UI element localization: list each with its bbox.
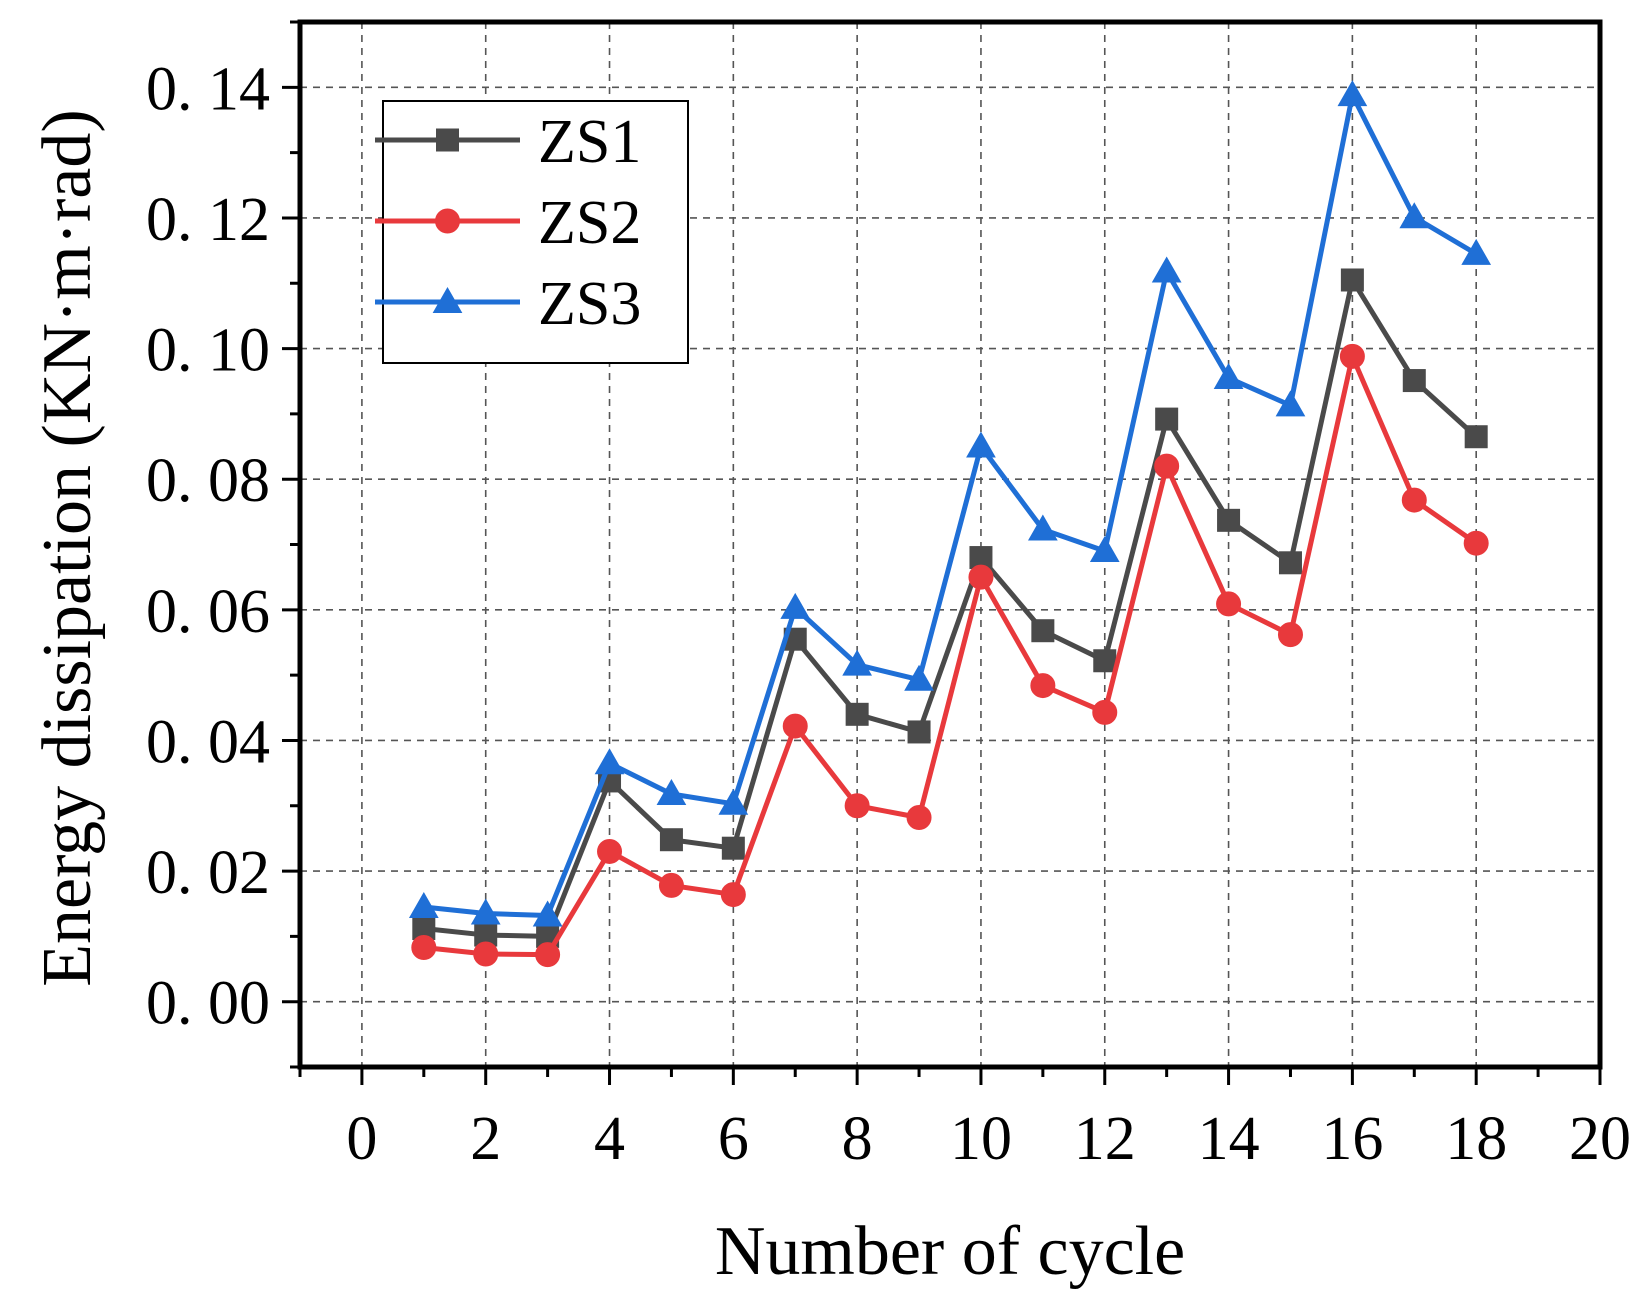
y-tick-label: 0. 02: [146, 839, 270, 907]
x-tick-label: 10: [950, 1105, 1012, 1173]
data-point-zs1: [1155, 407, 1179, 431]
data-point-zs2: [1339, 343, 1365, 369]
series-zs2: [411, 343, 1489, 968]
series-layer: [408, 80, 1492, 968]
data-point-zs1: [1464, 425, 1488, 449]
data-point-zs2: [968, 564, 994, 590]
data-point-zs3: [718, 788, 749, 815]
data-point-zs3: [842, 649, 873, 676]
data-point-zs1: [845, 702, 869, 726]
series-line-zs2: [423, 353, 1478, 958]
data-point-zs1: [1340, 268, 1364, 292]
data-point-zs2: [720, 882, 746, 908]
data-point-zs2: [597, 838, 623, 864]
x-tick-label: 12: [1074, 1105, 1136, 1173]
series-zs1: [412, 268, 1488, 948]
data-point-zs2: [473, 941, 499, 967]
data-point-zs2: [1401, 487, 1427, 513]
legend-label-zs3: ZS3: [538, 270, 641, 338]
y-axis-title: Energy dissipation (KN·m·rad): [29, 109, 106, 986]
x-tick-label: 14: [1198, 1105, 1260, 1173]
data-point-zs3: [1213, 362, 1244, 389]
data-point-zs3: [780, 592, 811, 619]
data-point-zs2: [844, 793, 870, 819]
legend-marker-zs2: [435, 208, 460, 234]
data-point-zs2: [535, 942, 561, 968]
data-point-zs3: [532, 900, 563, 927]
data-point-zs2: [658, 872, 684, 898]
data-point-zs2: [1092, 699, 1118, 725]
x-tick-label: 4: [594, 1105, 625, 1173]
x-tick-label: 18: [1445, 1105, 1507, 1173]
data-point-zs1: [1093, 649, 1117, 673]
data-point-zs3: [1089, 536, 1120, 563]
data-point-zs1: [1278, 551, 1302, 575]
series-line-zs3: [423, 92, 1478, 918]
x-tick-label: 8: [842, 1105, 873, 1173]
legend-label-zs2: ZS2: [538, 189, 641, 257]
data-point-zs1: [659, 828, 683, 852]
x-tick-label: 20: [1569, 1105, 1631, 1173]
data-point-zs3: [966, 431, 996, 458]
data-point-zs2: [1030, 673, 1056, 699]
data-point-zs3: [1027, 514, 1058, 541]
data-point-zs3: [1151, 256, 1182, 283]
data-point-zs1: [1402, 369, 1426, 393]
data-point-zs3: [594, 748, 625, 775]
data-point-zs2: [411, 934, 437, 960]
data-point-zs3: [1461, 238, 1492, 265]
data-point-zs3: [1337, 80, 1368, 107]
data-point-zs3: [904, 664, 934, 691]
x-tick-label: 16: [1321, 1105, 1383, 1173]
y-tick-label: 0. 12: [146, 186, 270, 254]
data-point-zs3: [1399, 202, 1430, 229]
data-point-zs2: [1463, 530, 1489, 556]
y-tick-label: 0. 00: [146, 970, 270, 1038]
x-tick-label: 0: [346, 1105, 377, 1173]
x-tick-label: 6: [718, 1105, 749, 1173]
data-point-zs3: [470, 898, 501, 925]
data-point-zs3: [408, 891, 439, 918]
y-tick-label: 0. 10: [146, 317, 270, 385]
y-tick-label: 0. 04: [146, 708, 270, 776]
data-point-zs1: [1031, 619, 1055, 643]
data-point-zs2: [1277, 622, 1303, 648]
data-point-zs2: [1216, 591, 1242, 617]
legend-box: [382, 100, 689, 364]
legend-marker-zs1: [436, 128, 459, 152]
data-point-zs2: [1154, 453, 1180, 479]
data-point-zs3: [656, 778, 687, 805]
y-tick-label: 0. 14: [146, 55, 270, 123]
data-point-zs2: [906, 805, 932, 831]
x-axis-title: Number of cycle: [715, 1213, 1185, 1290]
data-point-zs1: [721, 836, 745, 860]
data-point-zs1: [907, 720, 931, 744]
legend: ZS1 ZS2 ZS3: [375, 100, 689, 364]
legend-label-zs1: ZS1: [538, 108, 641, 176]
data-point-zs2: [782, 713, 808, 739]
y-tick-label: 0. 06: [146, 578, 270, 646]
x-tick-label: 2: [470, 1105, 501, 1173]
data-point-zs3: [1275, 390, 1306, 417]
series-zs3: [408, 80, 1492, 927]
y-tick-label: 0. 08: [146, 447, 270, 515]
series-line-zs1: [423, 277, 1478, 939]
data-point-zs1: [1217, 508, 1241, 532]
axis-ticks: 0 2 4 6 8 10 12 14 16 18 20 0. 00 0. 02 0. 04 0. 06 0. …: [146, 20, 1631, 1173]
legend-marker-zs3: [432, 286, 463, 313]
